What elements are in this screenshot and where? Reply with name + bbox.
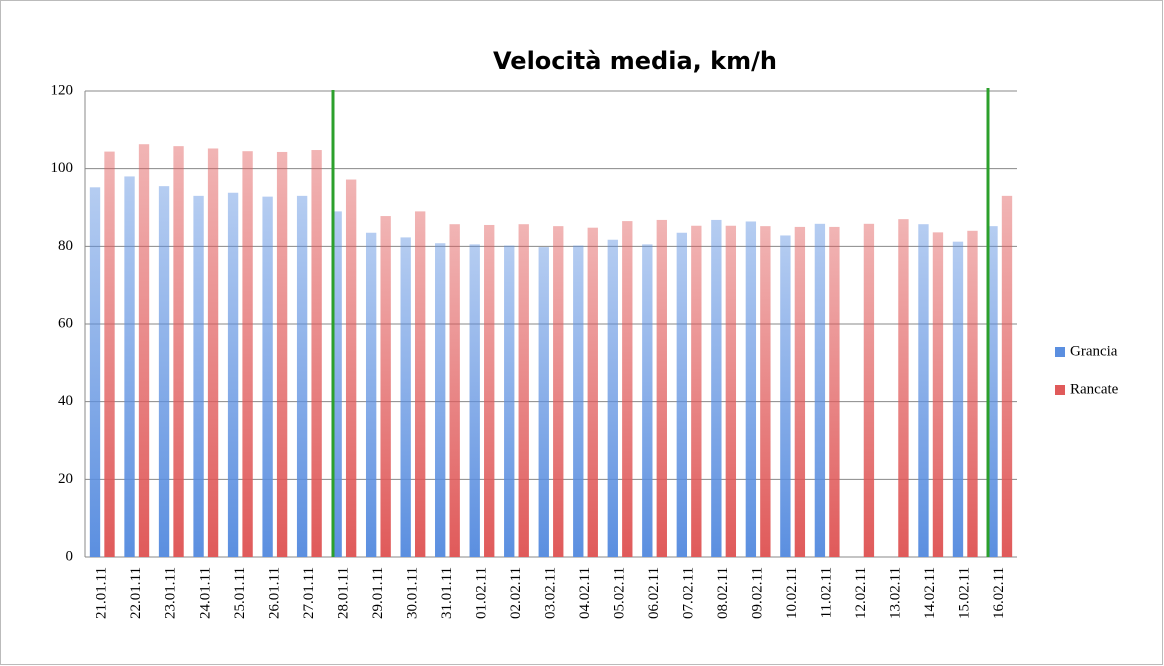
bar: [829, 226, 840, 557]
bar: [691, 225, 702, 558]
bar: [296, 195, 308, 557]
bar: [276, 151, 288, 558]
bar: [380, 216, 391, 557]
bar: [780, 235, 791, 557]
x-tick-label: 04.02.11: [577, 567, 593, 619]
bar: [262, 196, 273, 558]
bar: [622, 221, 633, 557]
x-tick-label: 28.01.11: [335, 567, 351, 619]
bar: [760, 226, 771, 557]
bar: [642, 244, 653, 557]
bar: [124, 176, 135, 557]
bar: [138, 144, 150, 557]
bar: [573, 245, 584, 557]
bar: [918, 224, 929, 557]
bar: [794, 226, 806, 557]
y-tick-label: 60: [58, 315, 73, 331]
x-tick-label: 26.01.11: [266, 567, 282, 619]
x-tick-label: 06.02.11: [646, 567, 662, 619]
bar: [345, 179, 357, 558]
bar: [1001, 195, 1013, 557]
y-tick-label: 20: [58, 471, 73, 487]
x-tick-label: 03.02.11: [542, 567, 558, 619]
bar: [173, 146, 184, 558]
x-tick-label: 16.02.11: [991, 567, 1007, 619]
bar: [449, 224, 460, 557]
x-tick-label: 29.01.11: [370, 567, 386, 619]
bar: [967, 230, 978, 558]
bar: [814, 223, 826, 557]
bar: [932, 232, 944, 557]
y-tick-label: 100: [51, 160, 74, 176]
bar: [331, 211, 342, 557]
y-tick-label: 120: [51, 82, 74, 98]
bar: [504, 245, 515, 557]
x-tick-label: 01.02.11: [473, 567, 489, 619]
bar: [656, 219, 667, 557]
legend-swatch: [1055, 385, 1065, 395]
bar: [104, 151, 115, 557]
y-tick-label: 40: [58, 393, 73, 409]
chart-title: Velocità media, km/h: [493, 47, 777, 75]
bar: [587, 227, 598, 557]
x-tick-label: 25.01.11: [232, 567, 248, 619]
bar: [538, 247, 549, 558]
bar: [207, 148, 219, 557]
x-tick-label: 27.01.11: [301, 567, 317, 619]
y-tick-label: 80: [58, 238, 73, 254]
bar: [745, 221, 757, 558]
x-tick-label: 08.02.11: [715, 567, 731, 619]
x-tick-label: 30.01.11: [404, 567, 420, 619]
bar: [242, 151, 253, 558]
x-tick-label: 05.02.11: [611, 567, 627, 619]
x-tick-label: 11.02.11: [819, 567, 835, 618]
bar: [89, 187, 101, 557]
bar: [365, 232, 377, 557]
bar: [553, 226, 564, 557]
plot-area: 0 20 40 60 80 100 120 21.01.11 22.01.11 23.01.11 2…: [51, 82, 1119, 619]
x-tick-label: 12.02.11: [853, 567, 869, 619]
legend-swatch: [1055, 347, 1065, 357]
bar: [952, 241, 964, 557]
x-tick-label: 09.02.11: [750, 567, 766, 619]
legend-label: Grancia: [1070, 343, 1118, 359]
x-tick-label: 22.01.11: [128, 567, 144, 619]
bar: [484, 224, 495, 557]
bar: [898, 219, 909, 557]
y-tick-label: 0: [66, 548, 74, 564]
bar: [435, 243, 446, 557]
bar: [676, 232, 688, 557]
x-tick-label: 15.02.11: [957, 567, 973, 619]
bar: [607, 239, 618, 557]
bar: [711, 219, 722, 557]
bar: [863, 223, 875, 557]
bar: [414, 211, 426, 557]
bar: [469, 244, 480, 557]
x-tick-label: 23.01.11: [163, 567, 179, 619]
x-tick-label: 24.01.11: [197, 567, 213, 619]
bar: [158, 186, 170, 557]
bar: [227, 192, 239, 557]
x-tick-label: 13.02.11: [888, 567, 904, 619]
bar: [987, 226, 998, 557]
x-tick-label: 31.01.11: [439, 567, 455, 619]
x-tick-label: 21.01.11: [94, 567, 110, 619]
bar: [311, 150, 322, 557]
bar: [725, 225, 737, 558]
x-tick-label: 02.02.11: [508, 567, 524, 619]
bar: [193, 195, 204, 557]
x-tick-label: 07.02.11: [681, 567, 697, 619]
bar: [518, 224, 529, 557]
bar: [400, 237, 411, 557]
legend-label: Rancate: [1070, 381, 1119, 397]
x-tick-label: 10.02.11: [784, 567, 800, 619]
x-tick-label: 14.02.11: [922, 567, 938, 619]
